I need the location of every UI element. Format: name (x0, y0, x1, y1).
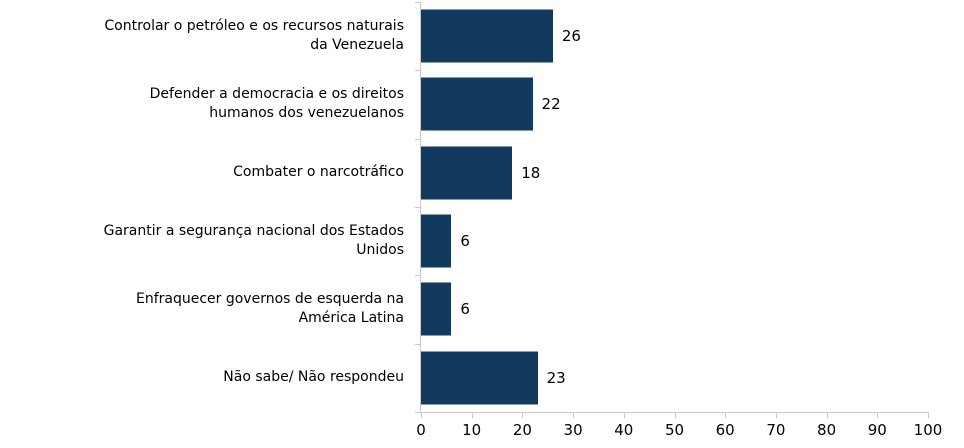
bar (421, 9, 553, 63)
category-label: Defender a democracia e os direitos huma… (149, 86, 404, 122)
value-label: 18 (521, 163, 541, 182)
plot-area: Controlar o petróleo e os recursos natur… (0, 2, 964, 413)
category-label: Não sabe/ Não respondeu (223, 369, 404, 386)
x-tick-label: 0 (416, 421, 426, 439)
category-tick (415, 411, 420, 413)
x-tick-label: 40 (614, 421, 634, 439)
bar (421, 146, 513, 200)
category-label: Enfraquecer governos de esquerda na Amér… (135, 291, 404, 327)
chart-row: Combater o narcotráfico 18 (0, 139, 964, 207)
x-tick-label: 10 (462, 421, 482, 439)
x-tick (928, 412, 929, 418)
chart-row: Defender a democracia e os direitos huma… (0, 70, 964, 138)
category-label: Controlar o petróleo e os recursos natur… (104, 18, 404, 54)
x-tick (725, 412, 727, 418)
x-tick-label: 100 (913, 421, 943, 439)
x-tick (522, 412, 524, 418)
value-label: 22 (541, 95, 561, 114)
x-tick (623, 412, 625, 418)
x-tick (775, 412, 777, 418)
bar-track: 23 (420, 344, 927, 412)
bar-track: 18 (420, 139, 927, 207)
value-label: 23 (546, 368, 566, 387)
category-tick (415, 138, 420, 140)
x-tick-label: 80 (817, 421, 837, 439)
x-axis: 0 10 20 30 40 50 60 70 80 90 100 (416, 412, 942, 448)
x-tick (471, 412, 473, 418)
bar (421, 214, 452, 268)
bar (421, 351, 538, 405)
category-tick (415, 2, 420, 3)
category-tick (415, 206, 420, 208)
x-tick (877, 412, 879, 418)
category-label: Combater o narcotráfico (233, 164, 404, 181)
y-axis-line (420, 2, 421, 412)
value-label: 6 (460, 232, 470, 251)
category-tick (415, 275, 420, 277)
x-tick-label: 50 (664, 421, 685, 439)
x-tick (674, 412, 676, 418)
x-tick-label: 60 (715, 421, 735, 439)
value-label: 26 (561, 27, 581, 46)
x-tick (826, 412, 828, 418)
chart-row: Controlar o petróleo e os recursos natur… (0, 2, 964, 70)
bar-track: 6 (420, 275, 927, 343)
x-tick-label: 30 (563, 421, 583, 439)
category-tick (415, 343, 420, 345)
bar (421, 77, 533, 131)
bar-track: 22 (420, 70, 927, 138)
x-tick-label: 20 (512, 421, 532, 439)
chart-row: Garantir a segurança nacional dos Estado… (0, 207, 964, 275)
bar-track: 6 (420, 207, 927, 275)
x-tick (573, 412, 575, 418)
chart-row: Não sabe/ Não respondeu 23 (0, 344, 964, 412)
value-label: 6 (460, 300, 470, 319)
bar (421, 282, 452, 336)
x-tick (421, 412, 422, 418)
category-tick (415, 70, 420, 72)
chart-row: Enfraquecer governos de esquerda na Amér… (0, 275, 964, 343)
bar-track: 26 (420, 2, 927, 70)
category-label: Garantir a segurança nacional dos Estado… (103, 223, 404, 259)
x-tick-label: 70 (766, 421, 786, 439)
x-tick-label: 90 (867, 421, 887, 439)
